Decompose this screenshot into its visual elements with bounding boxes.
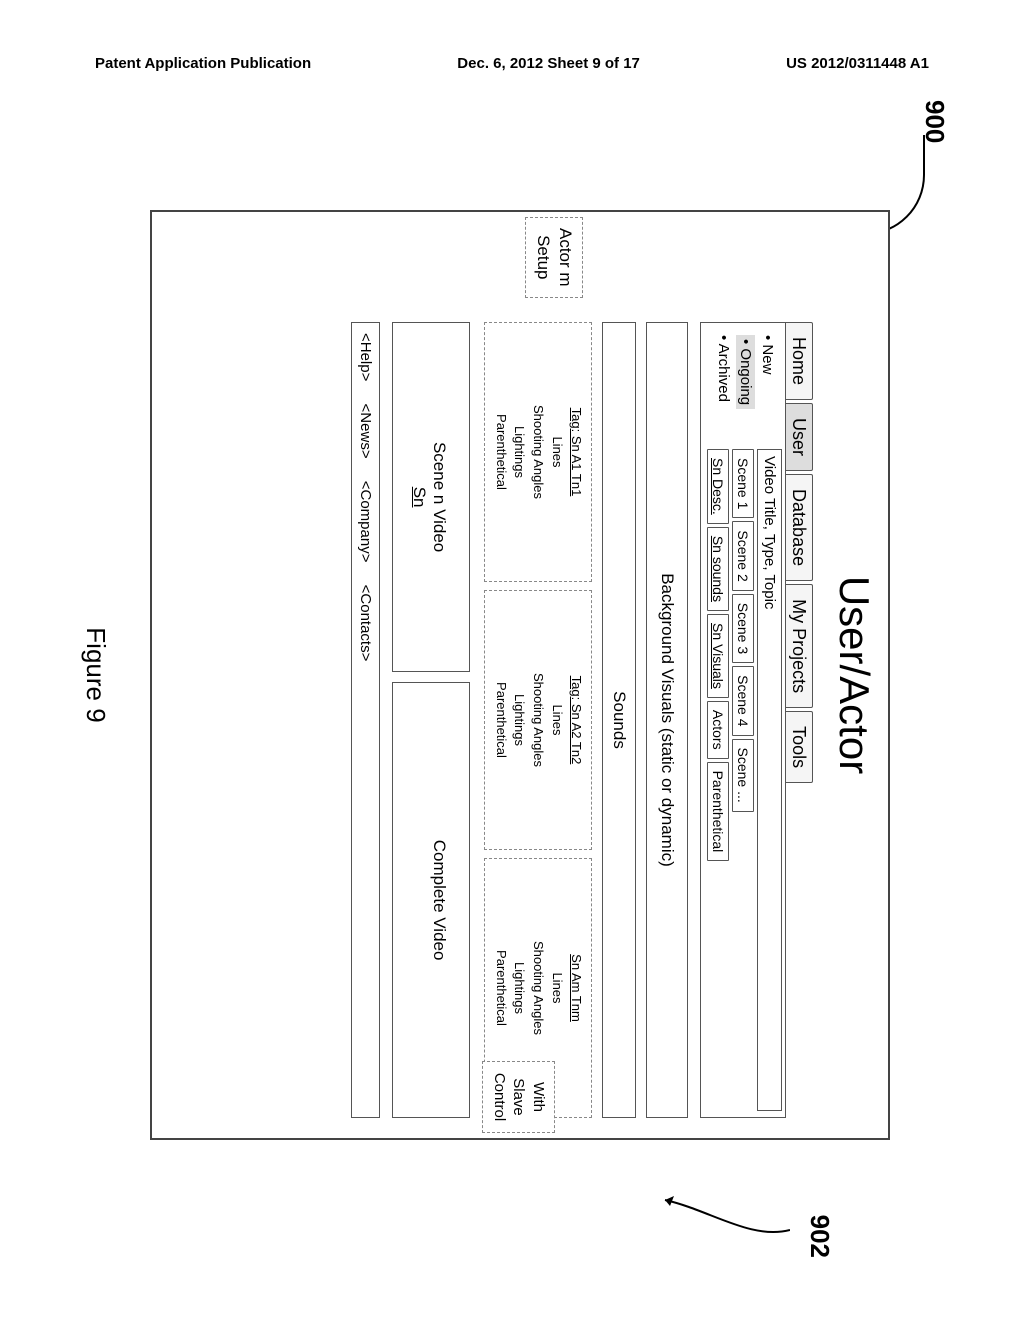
ref-902-leader (660, 1195, 790, 1245)
video-info: Video Title, Type, Topic (757, 449, 782, 1111)
take2-lines: Lines (547, 595, 566, 845)
take2-tag: Tag: Sn A2 Tn2 (566, 595, 585, 845)
tab-database[interactable]: Database (786, 474, 813, 581)
main-panel: • New • Ongoing • Archived Video Title, … (700, 322, 786, 1118)
page-header: Patent Application Publication Dec. 6, 2… (95, 55, 929, 72)
nav-tabs: Home User Database My Projects Tools (786, 322, 813, 1118)
sub-desc[interactable]: Sn Desc. (707, 449, 729, 524)
footer-news[interactable]: <News> (357, 404, 374, 459)
sub-actors[interactable]: Actors (707, 701, 729, 759)
take2-light: Lightings (510, 595, 529, 845)
take-box-2: Tag: Sn A2 Tn2 Lines Shooting Angles Lig… (484, 590, 592, 850)
header-right: US 2012/0311448 A1 (786, 55, 929, 72)
scene-tab-3[interactable]: Scene 3 (732, 594, 754, 663)
scene-video-sub: Sn (409, 333, 429, 661)
take2-angles: Shooting Angles (528, 595, 547, 845)
take3-tag: Sn Am Tnm (566, 863, 585, 1113)
app-window: User/Actor Actor m Setup Home User Datab… (150, 210, 890, 1140)
scene-tab-4[interactable]: Scene 4 (732, 666, 754, 735)
slave-l2: Slave (509, 1070, 529, 1124)
scene-video-title: Scene n Video (429, 333, 449, 661)
actor-setup-l2: Setup (532, 228, 554, 287)
slave-l3: Control (490, 1070, 510, 1124)
complete-video-label: Complete Video (429, 693, 449, 1107)
take-row: Tag: Sn A1 Tn1 Lines Shooting Angles Lig… (484, 322, 592, 1118)
slave-l1: With (529, 1070, 549, 1124)
rotated-stage: 900 902 User/Actor Actor m Setup Home Us… (100, 150, 920, 1200)
project-detail: Video Title, Type, Topic Scene 1 Scene 2… (707, 449, 782, 1111)
take-box-1: Tag: Sn A1 Tn1 Lines Shooting Angles Lig… (484, 322, 592, 582)
take1-lines: Lines (547, 327, 566, 577)
actor-setup-l1: Actor m (554, 228, 576, 287)
sub-visuals[interactable]: Sn Visuals (707, 614, 729, 698)
state-ongoing[interactable]: • Ongoing (734, 333, 757, 440)
sounds-box: Sounds (602, 322, 636, 1118)
take1-tag: Tag: Sn A1 Tn1 (566, 327, 585, 577)
header-center: Dec. 6, 2012 Sheet 9 of 17 (457, 55, 640, 72)
window-title: User/Actor (815, 212, 888, 1138)
slave-control-box: With Slave Control (483, 1061, 556, 1133)
scene-tab-2[interactable]: Scene 2 (732, 521, 754, 590)
scene-tab-more[interactable]: Scene ... (732, 739, 754, 812)
state-new[interactable]: • New (757, 333, 778, 440)
header-left: Patent Application Publication (95, 55, 311, 72)
figure-caption: Figure 9 (80, 627, 111, 722)
footer-company[interactable]: <Company> (357, 481, 374, 563)
scene-tabs: Scene 1 Scene 2 Scene 3 Scene 4 Scene ..… (732, 449, 754, 1111)
content-area: Actor m Setup Home User Database My Proj… (177, 322, 813, 1118)
footer-help[interactable]: <Help> (357, 333, 374, 381)
ref-902: 902 (804, 1215, 835, 1258)
tab-user[interactable]: User (786, 403, 813, 471)
state-archived[interactable]: • Archived (713, 333, 734, 440)
video-row: Scene n Video Sn Complete Video (392, 322, 470, 1118)
scene-tab-1[interactable]: Scene 1 (732, 449, 754, 518)
actor-setup-label: Actor m Setup (525, 217, 583, 298)
scene-video-box: Scene n Video Sn (392, 322, 470, 672)
sub-sounds[interactable]: Sn sounds (707, 527, 729, 611)
bg-visuals-box: Background Visuals (static or dynamic) (646, 322, 688, 1118)
scene-sub-tabs: Sn Desc. Sn sounds Sn Visuals Actors Par… (707, 449, 729, 1111)
project-state-list: • New • Ongoing • Archived (709, 329, 782, 444)
take1-angles: Shooting Angles (528, 327, 547, 577)
tab-tools[interactable]: Tools (786, 711, 813, 783)
footer-contacts[interactable]: <Contacts> (357, 585, 374, 662)
take1-paren: Parenthetical (491, 327, 510, 577)
state-ongoing-label: • Ongoing (736, 335, 755, 409)
take1-light: Lightings (510, 327, 529, 577)
sub-parenthetical[interactable]: Parenthetical (707, 762, 729, 862)
tab-home[interactable]: Home (786, 322, 813, 400)
take2-paren: Parenthetical (491, 595, 510, 845)
figure-container: 900 902 User/Actor Actor m Setup Home Us… (100, 150, 920, 1200)
tab-my-projects[interactable]: My Projects (786, 584, 813, 708)
complete-video-box: Complete Video (392, 682, 470, 1118)
footer-links: <Help> <News> <Company> <Contacts> (351, 322, 380, 1118)
